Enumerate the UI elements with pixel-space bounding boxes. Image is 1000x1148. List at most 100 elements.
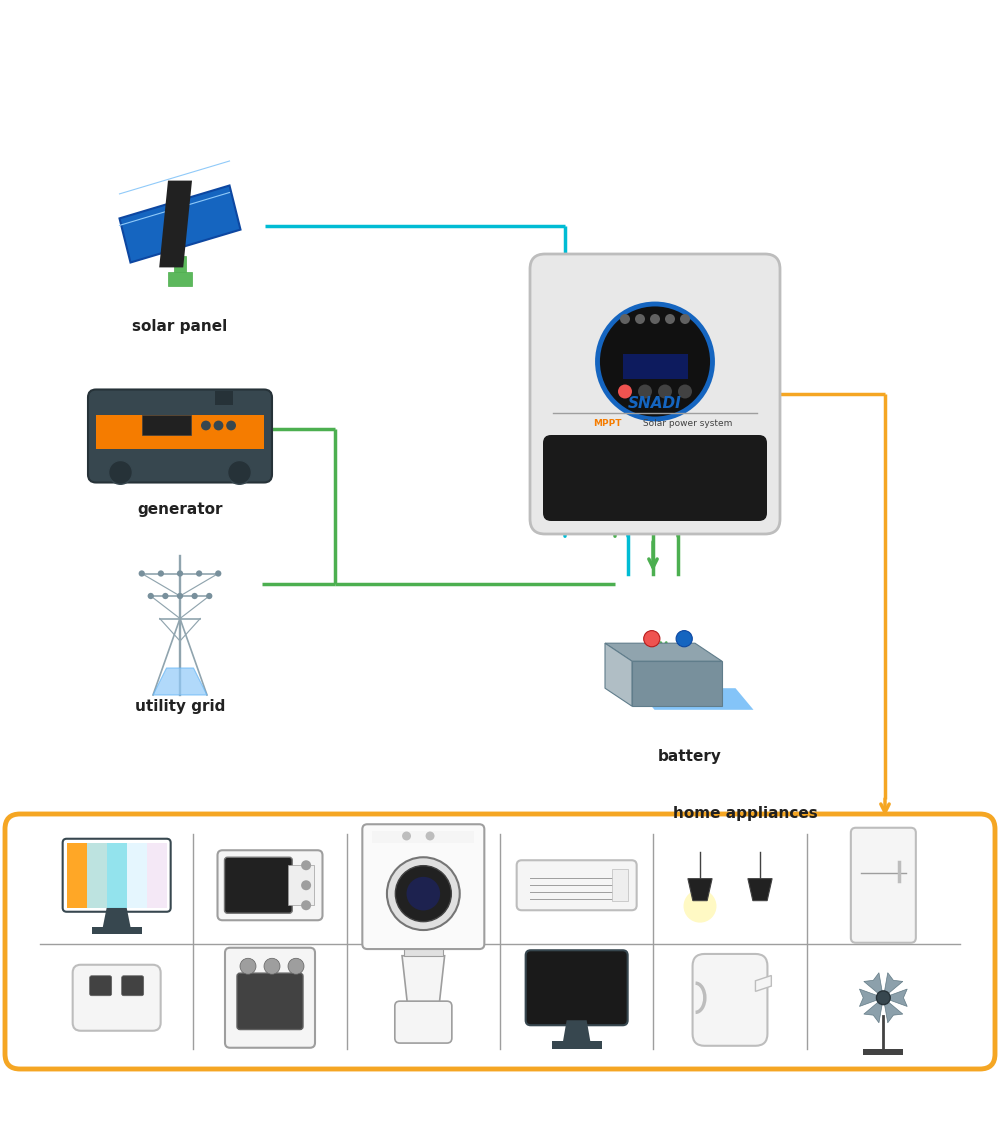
- Circle shape: [288, 959, 304, 975]
- Circle shape: [206, 592, 212, 599]
- Circle shape: [228, 460, 251, 484]
- Circle shape: [402, 831, 411, 840]
- Circle shape: [665, 315, 675, 324]
- FancyBboxPatch shape: [530, 254, 780, 534]
- Polygon shape: [632, 661, 722, 706]
- Polygon shape: [864, 998, 883, 1023]
- Circle shape: [395, 866, 451, 922]
- Polygon shape: [103, 908, 131, 928]
- Polygon shape: [688, 878, 712, 901]
- FancyBboxPatch shape: [5, 814, 995, 1069]
- Polygon shape: [605, 643, 722, 661]
- Bar: [67, 843, 87, 908]
- Text: Solar power system: Solar power system: [640, 419, 732, 428]
- Circle shape: [635, 315, 645, 324]
- Bar: [87, 843, 107, 908]
- Bar: [552, 1041, 602, 1049]
- FancyBboxPatch shape: [88, 389, 272, 482]
- Text: MPPT: MPPT: [593, 419, 622, 428]
- Bar: [622, 354, 688, 379]
- Circle shape: [684, 890, 716, 923]
- Bar: [288, 866, 314, 906]
- Polygon shape: [153, 668, 207, 695]
- Circle shape: [214, 420, 223, 430]
- Polygon shape: [120, 186, 240, 263]
- Bar: [147, 843, 167, 908]
- Circle shape: [301, 881, 311, 890]
- Circle shape: [426, 831, 435, 840]
- Bar: [372, 831, 474, 844]
- Polygon shape: [755, 976, 771, 992]
- Polygon shape: [883, 972, 903, 998]
- FancyBboxPatch shape: [224, 858, 292, 914]
- Circle shape: [301, 900, 311, 910]
- Circle shape: [678, 385, 692, 398]
- Circle shape: [215, 571, 221, 576]
- FancyBboxPatch shape: [90, 976, 112, 995]
- Circle shape: [264, 959, 280, 975]
- Circle shape: [598, 304, 712, 419]
- Bar: [142, 414, 190, 435]
- Circle shape: [148, 592, 154, 599]
- Polygon shape: [748, 878, 772, 901]
- Bar: [92, 926, 142, 933]
- Circle shape: [162, 592, 169, 599]
- Circle shape: [680, 315, 690, 324]
- Polygon shape: [859, 990, 883, 1007]
- FancyBboxPatch shape: [543, 435, 767, 521]
- Bar: [215, 390, 232, 404]
- Polygon shape: [883, 990, 907, 1007]
- Circle shape: [618, 385, 632, 398]
- Circle shape: [876, 991, 890, 1004]
- Polygon shape: [174, 256, 186, 272]
- FancyBboxPatch shape: [526, 951, 628, 1025]
- Polygon shape: [883, 998, 903, 1023]
- Circle shape: [689, 895, 711, 917]
- Circle shape: [177, 592, 183, 599]
- Circle shape: [201, 420, 211, 430]
- FancyBboxPatch shape: [237, 974, 303, 1030]
- FancyBboxPatch shape: [851, 828, 916, 943]
- Bar: [127, 843, 147, 908]
- Circle shape: [191, 592, 198, 599]
- FancyBboxPatch shape: [517, 860, 637, 910]
- FancyBboxPatch shape: [217, 851, 322, 921]
- Circle shape: [139, 571, 145, 576]
- Circle shape: [650, 315, 660, 324]
- Bar: [96, 414, 264, 449]
- Circle shape: [109, 460, 132, 484]
- Polygon shape: [168, 272, 192, 286]
- Bar: [404, 949, 443, 956]
- Text: solar panel: solar panel: [132, 319, 228, 334]
- Circle shape: [658, 385, 672, 398]
- Circle shape: [387, 858, 460, 930]
- Circle shape: [177, 571, 183, 576]
- Text: generator: generator: [137, 502, 223, 517]
- FancyBboxPatch shape: [362, 824, 484, 949]
- Circle shape: [226, 420, 236, 430]
- FancyBboxPatch shape: [122, 976, 144, 995]
- FancyBboxPatch shape: [225, 948, 315, 1048]
- Polygon shape: [159, 180, 192, 267]
- Polygon shape: [864, 972, 883, 998]
- Circle shape: [158, 571, 164, 576]
- Polygon shape: [402, 956, 445, 1006]
- Polygon shape: [637, 688, 754, 709]
- FancyBboxPatch shape: [395, 1001, 452, 1044]
- FancyBboxPatch shape: [73, 964, 161, 1031]
- Bar: [107, 843, 127, 908]
- Text: battery: battery: [658, 748, 722, 765]
- Circle shape: [407, 877, 440, 910]
- Text: SNADI: SNADI: [628, 396, 682, 411]
- Circle shape: [196, 571, 202, 576]
- Bar: [612, 869, 628, 901]
- Text: utility grid: utility grid: [135, 699, 225, 714]
- FancyBboxPatch shape: [693, 954, 767, 1046]
- Circle shape: [620, 315, 630, 324]
- Polygon shape: [563, 1021, 591, 1044]
- Circle shape: [638, 385, 652, 398]
- Circle shape: [301, 860, 311, 870]
- Polygon shape: [605, 643, 632, 706]
- Bar: [863, 1048, 903, 1055]
- Circle shape: [240, 959, 256, 975]
